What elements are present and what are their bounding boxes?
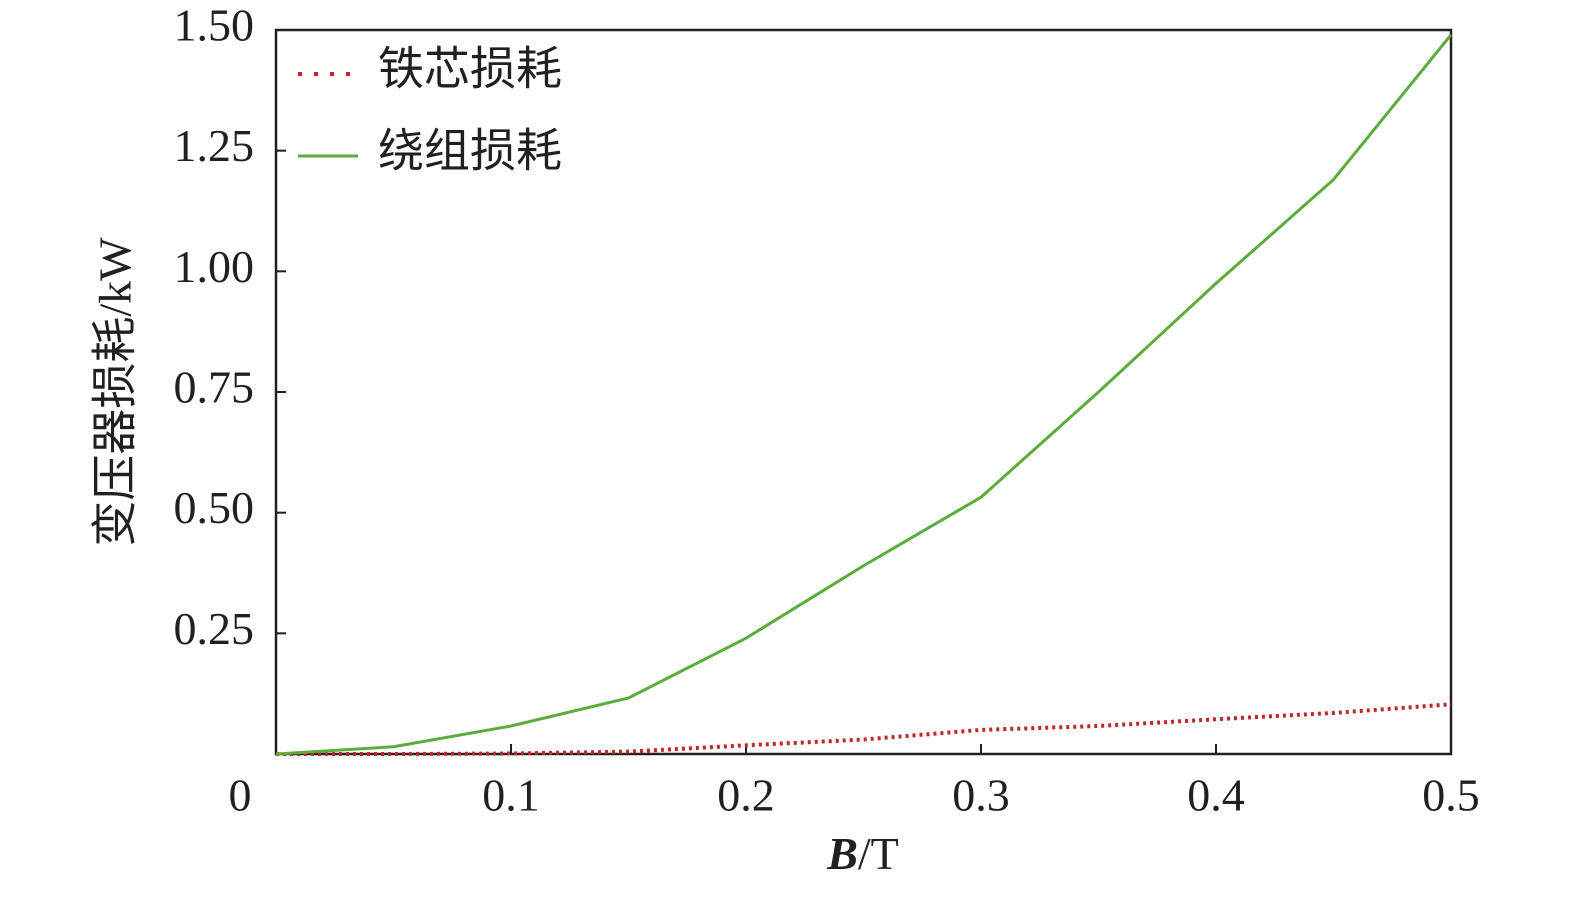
x-axis-unit: /T	[858, 828, 899, 879]
line-series	[276, 702, 1452, 756]
x-tick-label: 0.5	[1422, 770, 1480, 821]
y-tick-label: 1.00	[174, 241, 255, 292]
y-tick-label: 0.75	[174, 362, 255, 413]
line-series	[275, 33, 1453, 756]
x-tick-label: 0	[229, 770, 252, 821]
x-tick-label: 0.2	[717, 770, 775, 821]
x-axis-variable: B	[826, 828, 858, 879]
legend-label: 铁芯损耗	[378, 44, 562, 95]
x-tick-label: 0.1	[482, 770, 540, 821]
x-tick-label: 0.4	[1187, 770, 1245, 821]
legend-label: 绕组损耗	[378, 126, 562, 177]
x-axis-label: B/T	[826, 828, 899, 879]
y-tick-label: 1.50	[174, 0, 255, 51]
y-axis-label: 变压器损耗/kW	[90, 237, 141, 547]
y-tick-label: 1.25	[174, 120, 255, 171]
x-tick-label: 0.3	[952, 770, 1010, 821]
y-tick-label: 0.25	[174, 603, 255, 654]
y-tick-label: 0.50	[174, 482, 255, 533]
